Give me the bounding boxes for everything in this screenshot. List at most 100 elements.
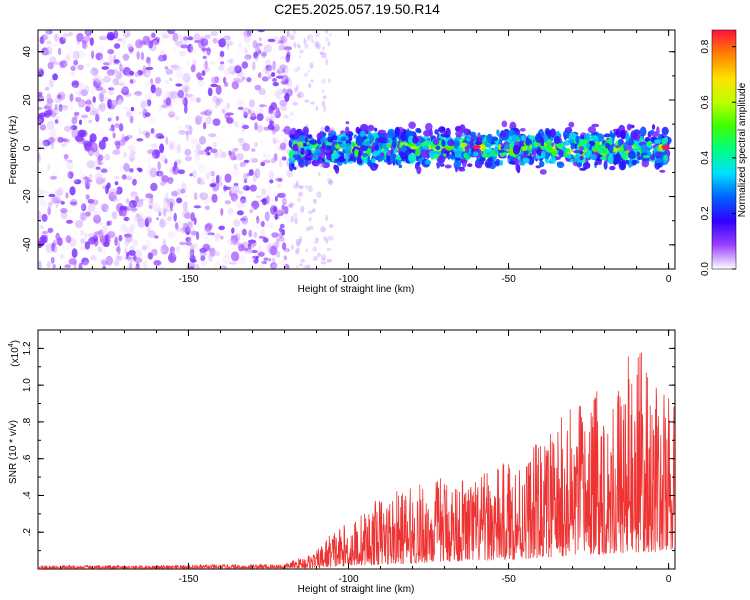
spectrogram-cell (227, 163, 232, 167)
spectrogram-cell (147, 230, 156, 238)
spectrogram-cell (84, 241, 91, 250)
spectrogram-cell (172, 46, 177, 53)
spectrogram-cell (312, 246, 318, 252)
spectrogram-cell (197, 150, 206, 155)
spectrogram-cell (244, 247, 249, 252)
spectrogram-cell (78, 262, 83, 269)
spectrogram-cell (219, 50, 225, 58)
spectrogram-cell (112, 78, 119, 86)
spectrogram-cell (78, 172, 84, 180)
spectrogram-cell (117, 82, 126, 86)
spectrogram-cell (283, 205, 289, 215)
spectrogram-cell (322, 95, 327, 99)
spectrogram-cell (274, 195, 278, 202)
spectrogram-cell (75, 91, 83, 99)
spectrogram-cell (56, 187, 64, 197)
spectrogram-cell (263, 44, 273, 53)
spectrogram-cell (203, 210, 212, 217)
spectrogram-cell (40, 196, 44, 203)
spectrogram-cell (204, 98, 208, 109)
snr-y-tick-label: .2 (22, 528, 33, 537)
spectrogram-cell (319, 162, 325, 169)
spectrogram-cell (129, 224, 136, 231)
spectrogram-cell (279, 142, 287, 150)
spectrogram-cell (556, 143, 564, 150)
spectrogram-cell (197, 181, 206, 185)
spectrogram-cell (108, 55, 113, 66)
spectrogram-cell (535, 133, 542, 143)
spectrogram-cell (232, 120, 237, 126)
spectrogram-cell (387, 128, 396, 139)
spectrogram-cell (258, 49, 262, 55)
spectrogram-y-tick-label: 40 (22, 46, 33, 58)
spectrogram-cell (45, 244, 53, 248)
spectrogram-cell (72, 50, 80, 60)
spectrogram-cell (156, 217, 159, 221)
spectrogram-cell (184, 93, 194, 98)
spectrogram-cell (320, 127, 325, 133)
spectrogram-cell (65, 235, 72, 244)
spectrogram-cell (251, 250, 258, 253)
spectrogram-cell (310, 101, 315, 105)
spectrogram-cell (226, 124, 235, 129)
spectrogram-cell (579, 146, 584, 151)
spectrogram-cell (237, 45, 246, 55)
spectrogram-cell (328, 223, 334, 229)
spectrogram-cell (255, 195, 262, 199)
spectrogram-cell (233, 167, 239, 177)
spectrogram-cell (275, 237, 280, 244)
spectrogram-cell (54, 103, 58, 111)
spectrogram-cell (242, 124, 250, 130)
spectrogram-cell (263, 98, 267, 108)
spectrogram-cell (86, 98, 92, 108)
spectrogram-cell (106, 250, 112, 256)
spectrogram-cell (290, 215, 294, 223)
spectrogram-cell (294, 250, 300, 255)
spectrogram-cell (199, 192, 208, 201)
spectrogram-cell (246, 43, 251, 48)
spectrogram-cell (116, 255, 123, 261)
spectrogram-cell (132, 215, 138, 225)
spectrogram-cell (113, 189, 121, 198)
spectrogram-cell (47, 80, 53, 85)
spectrogram-cell (43, 124, 52, 131)
spectrogram-cell (90, 142, 98, 153)
spectrogram-cell (87, 180, 96, 188)
spectrogram-cell (53, 59, 60, 69)
spectrogram-cell (158, 97, 163, 106)
spectrogram-cell (211, 193, 218, 203)
spectrogram-cell (176, 188, 182, 196)
spectrogram-cell (102, 153, 111, 159)
spectrogram-cell (220, 207, 224, 216)
spectrogram-cell (174, 222, 179, 230)
spectrogram-cell (78, 81, 85, 92)
spectrogram-cell (582, 162, 591, 169)
spectrogram-cell (307, 69, 311, 73)
spectrogram-cell (322, 105, 327, 113)
spectrogram-cell (331, 152, 340, 159)
spectrogram-cell (362, 152, 368, 158)
spectrogram-cell (201, 70, 206, 77)
spectrogram-cell (129, 246, 135, 251)
spectrogram-cell (154, 95, 160, 101)
spectrogram-cell (296, 242, 301, 247)
spectrogram-cell (176, 197, 183, 204)
spectrogram-cell (607, 154, 614, 165)
spectrogram-cell (90, 172, 98, 182)
spectrogram-cell (276, 75, 284, 79)
spectrogram-cell (174, 247, 182, 256)
spectrogram-cell (54, 33, 59, 42)
spectrogram-cell (609, 165, 616, 171)
spectrogram-cell (274, 88, 283, 97)
spectrogram-cell (96, 128, 105, 137)
spectrogram-cell (212, 37, 218, 44)
spectrogram-cell (69, 198, 78, 207)
spectrogram-cell (38, 142, 42, 147)
spectrogram-cell (45, 102, 53, 110)
spectrogram-cell (289, 129, 297, 140)
spectrogram-cell (455, 130, 463, 137)
spectrogram-cell (266, 183, 271, 188)
spectrogram-cell (249, 89, 253, 97)
spectrogram-cell (91, 87, 96, 97)
spectrogram-cell (38, 152, 41, 162)
